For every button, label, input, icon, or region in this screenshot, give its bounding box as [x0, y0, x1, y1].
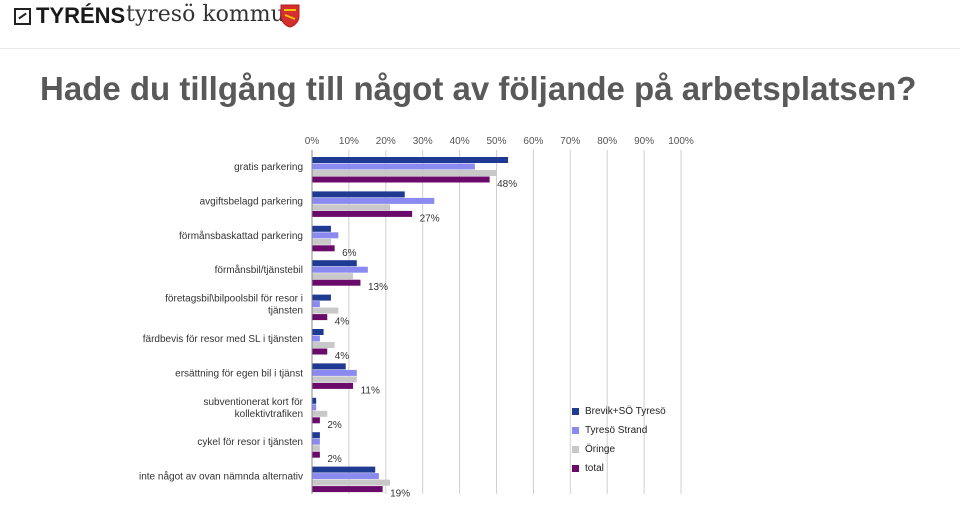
bar-brevik-s-tyres-: [312, 225, 331, 232]
legend-swatch: [572, 446, 579, 453]
bar-total: [312, 486, 383, 493]
category-label: företagsbil\bilpoolsbil för resor i: [165, 294, 303, 305]
legend-label: Brevik+SÖ Tyresö: [585, 406, 666, 417]
bar-brevik-s-tyres-: [312, 260, 357, 267]
legend-item: Brevik+SÖ Tyresö: [572, 402, 702, 421]
category-label: cykel för resor i tjänsten: [197, 437, 303, 448]
bar-tyres-strand: [312, 232, 339, 239]
bar-tyres-strand: [312, 266, 368, 273]
bar-tyres-strand: [312, 197, 435, 204]
legend-item: Tyresö Strand: [572, 421, 702, 440]
category-label: färdbevis för resor med SL i tjänsten: [143, 334, 303, 345]
x-tick-label: 60%: [523, 136, 543, 147]
bar-brevik-s-tyres-: [312, 191, 405, 198]
category-label: subventionerat kort för: [204, 397, 304, 408]
x-tick-label: 90%: [634, 136, 654, 147]
tyrens-logo-icon: [14, 7, 31, 25]
category-label: inte något av ovan nämnda alternativ: [139, 471, 303, 483]
x-tick-label: 20%: [376, 136, 396, 147]
bar-tyres-strand: [312, 301, 320, 308]
bar-brevik-s-tyres-: [312, 294, 331, 301]
bar-total: [312, 279, 361, 286]
bar-tyres-strand: [312, 438, 320, 445]
bar--ringe: [312, 204, 390, 211]
bar-brevik-s-tyres-: [312, 363, 346, 370]
bar-brevik-s-tyres-: [312, 466, 376, 473]
legend-label: Tyresö Strand: [585, 425, 648, 436]
data-label: 2%: [327, 420, 342, 431]
legend-label: Öringe: [585, 444, 616, 455]
x-tick-label: 10%: [339, 136, 359, 147]
bar-total: [312, 348, 328, 355]
x-tick-label: 0%: [305, 136, 320, 147]
bar--ringe: [312, 445, 320, 452]
bar--ringe: [312, 479, 390, 486]
bar--ringe: [312, 342, 335, 348]
data-label: 27%: [420, 213, 440, 224]
header-divider: [0, 48, 960, 49]
bar-total: [312, 417, 320, 424]
brand-tyreso-kommun: tyresö kommun: [126, 2, 299, 27]
category-label: förmånsbaskattad parkering: [179, 230, 303, 242]
category-label: avgiftsbelagd parkering: [200, 196, 303, 207]
x-tick-label: 80%: [597, 136, 617, 147]
category-label: tjänsten: [268, 306, 303, 317]
bar-brevik-s-tyres-: [312, 329, 324, 335]
bar-tyres-strand: [312, 163, 475, 170]
bar--ringe: [312, 376, 357, 383]
legend-swatch: [572, 427, 579, 434]
data-label: 2%: [327, 454, 342, 465]
bar-tyres-strand: [312, 335, 320, 342]
x-tick-label: 100%: [668, 136, 694, 147]
data-label: 4%: [335, 317, 350, 328]
category-label: förmånsbil/tjänstebil: [215, 264, 303, 276]
data-label: 6%: [342, 248, 357, 259]
bar-brevik-s-tyres-: [312, 157, 509, 163]
category-label: kollektivtrafiken: [235, 409, 303, 420]
bar--ringe: [312, 307, 339, 314]
data-label: 48%: [497, 179, 517, 190]
legend-item: total: [572, 459, 702, 478]
x-tick-label: 40%: [450, 136, 470, 147]
bar-total: [312, 314, 328, 321]
bar-total: [312, 210, 413, 217]
category-label: gratis parkering: [234, 162, 303, 173]
bar-tyres-strand: [312, 404, 317, 411]
x-tick-label: 30%: [413, 136, 433, 147]
bar-brevik-s-tyres-: [312, 397, 317, 404]
legend-item: Öringe: [572, 440, 702, 459]
data-label: 19%: [390, 489, 410, 500]
x-tick-label: 50%: [486, 136, 506, 147]
bar-total: [312, 176, 490, 183]
legend-swatch: [572, 408, 579, 415]
bar-tyres-strand: [312, 473, 379, 480]
brand-tyrens: TYRÉNS: [36, 3, 126, 28]
x-tick-label: 70%: [560, 136, 580, 147]
bar-total: [312, 451, 320, 458]
category-label: ersättning för egen bil i tjänst: [175, 368, 303, 379]
bar-brevik-s-tyres-: [312, 432, 320, 439]
bar-tyres-strand: [312, 369, 357, 376]
legend-swatch: [572, 465, 579, 472]
data-label: 4%: [335, 351, 350, 362]
chart-legend: Brevik+SÖ Tyresö Tyresö Strand Öringe total: [572, 402, 702, 478]
bar--ringe: [312, 170, 497, 176]
bar--ringe: [312, 410, 328, 417]
data-label: 11%: [361, 385, 380, 396]
bar-total: [312, 382, 354, 389]
tyreso-crest-icon: [280, 4, 300, 28]
page-title: Hade du tillgång till något av följande …: [40, 70, 917, 107]
bar--ringe: [312, 273, 354, 280]
header: TYRÉNS tyresö kommun: [0, 0, 960, 50]
tyrens-logo: TYRÉNS: [14, 3, 126, 28]
bar--ringe: [312, 238, 331, 245]
legend-label: total: [585, 463, 604, 474]
bar-total: [312, 245, 335, 252]
data-label: 13%: [368, 282, 388, 293]
